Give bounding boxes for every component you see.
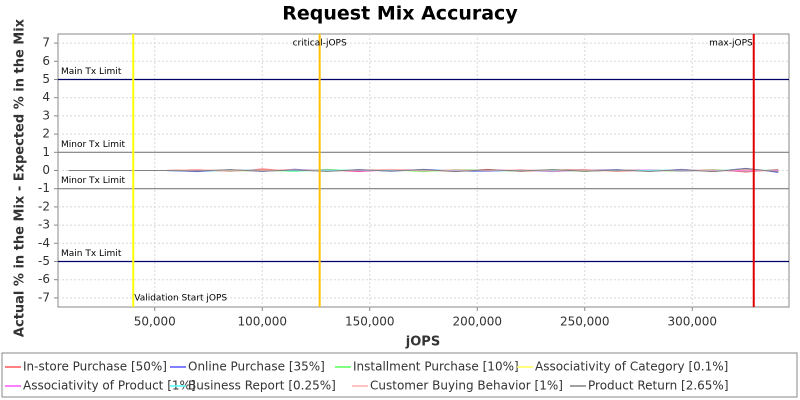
marker-label: critical-jOPS [293,39,347,49]
y-tick-label: -6 [38,272,50,286]
limit-label: Main Tx Limit [61,249,122,259]
y-tick-label: 0 [42,163,50,177]
legend-label: In-store Purchase [50%] [23,360,167,374]
series-line [68,168,779,173]
x-tick-label: 150,000 [345,315,395,329]
limit-label: Minor Tx Limit [61,140,126,150]
y-tick-label: -5 [38,254,50,268]
y-tick-label: -3 [38,218,50,232]
y-tick-label: -1 [38,181,50,195]
legend-label: Installment Purchase [10%] [353,360,519,374]
limit-label: Main Tx Limit [61,67,122,77]
x-tick-label: 100,000 [237,315,287,329]
legend-label: Associativity of Product [1%] [23,379,196,393]
limit-label: Minor Tx Limit [61,176,126,186]
legend-label: Product Return [2.65%] [588,379,729,393]
y-tick-label: 5 [42,72,50,86]
y-axis-label: Actual % in the Mix - Expected % in the … [13,18,28,337]
x-tick-label: 300,000 [667,315,717,329]
legend-label: Online Purchase [35%] [188,360,325,374]
y-tick-label: -7 [38,290,50,304]
y-tick-label: -4 [38,236,50,250]
chart-title: Request Mix Accuracy [282,3,518,25]
marker-label: Validation Start jOPS [134,294,227,304]
legend-label: Customer Buying Behavior [1%] [370,379,563,393]
legend-label: Business Report [0.25%] [188,379,336,393]
y-tick-label: 7 [42,36,50,50]
x-tick-label: 200,000 [452,315,502,329]
y-tick-label: 4 [42,90,50,104]
y-tick-label: 2 [42,127,50,141]
legend-label: Associativity of Category [0.1%] [535,360,728,374]
marker-label: max-jOPS [709,39,753,49]
legend-box [1,352,798,398]
y-tick-label: -2 [38,199,50,213]
x-tick-label: 250,000 [560,315,610,329]
y-tick-label: 1 [42,145,50,159]
x-axis-label: jOPS [405,335,440,350]
y-tick-label: 3 [42,108,50,122]
y-tick-label: 6 [42,54,50,68]
x-tick-label: 50,000 [134,315,176,329]
